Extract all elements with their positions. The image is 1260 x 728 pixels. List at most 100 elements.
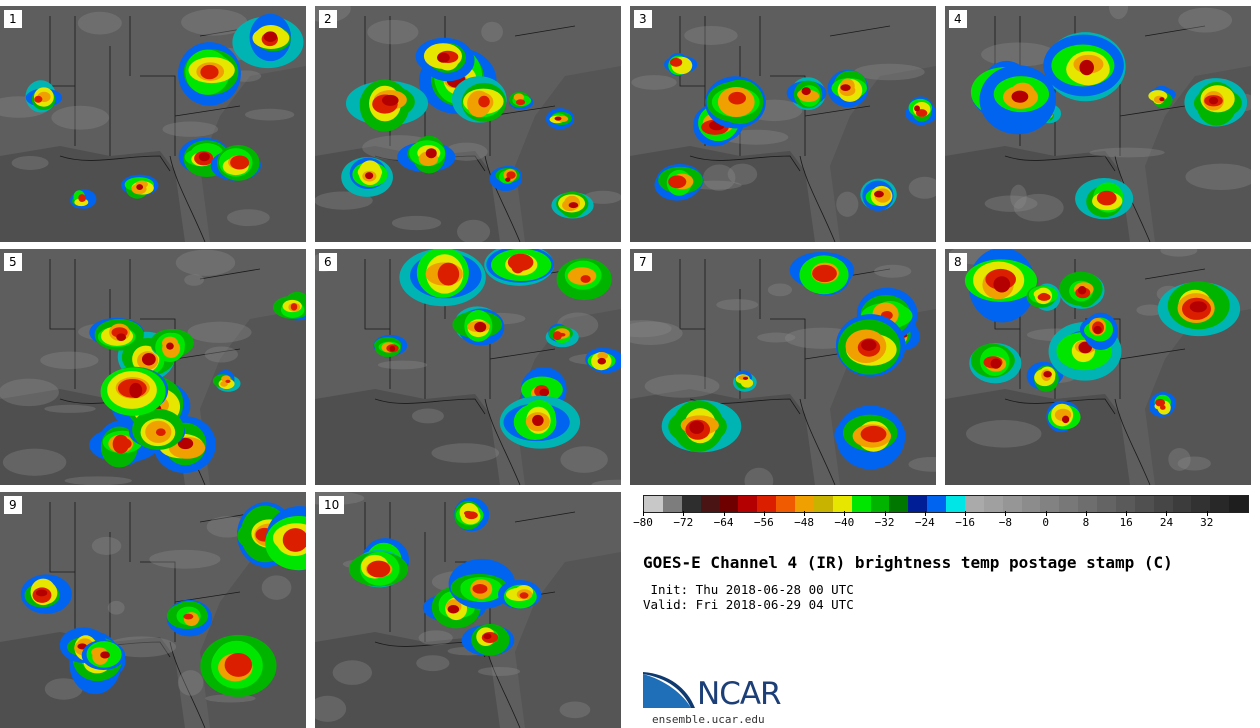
storm-cell — [483, 633, 492, 640]
storm-cell — [228, 658, 249, 673]
storm-cell — [518, 100, 524, 104]
panel-4: 4 — [945, 6, 1251, 242]
colorbar-cell — [964, 496, 984, 512]
storm-cell — [447, 605, 460, 614]
storm-cell — [472, 583, 488, 594]
boundary-line — [1144, 268, 1206, 280]
boundary-line — [49, 502, 75, 573]
storm-cell — [220, 381, 228, 387]
boundary-line — [799, 155, 836, 242]
panel-number: 8 — [949, 253, 967, 271]
boundary-line — [484, 398, 521, 485]
valid-time: Valid: Fri 2018-06-29 04 UTC — [643, 597, 854, 612]
colorbar-tick — [683, 511, 685, 516]
ir-map — [0, 492, 306, 728]
logo-wordmark: NCAR — [697, 676, 782, 712]
storm-cell — [554, 116, 562, 121]
storm-cell — [580, 275, 591, 283]
colorbar-tick — [884, 511, 886, 516]
storm-cell — [993, 276, 1011, 293]
colorbar-tick — [1206, 511, 1208, 516]
boundary-line — [174, 105, 241, 117]
boundary-line — [364, 259, 390, 330]
colorbar-cell — [1115, 496, 1135, 512]
colorbar-cell — [908, 496, 928, 512]
colorbar-cell — [1040, 496, 1060, 512]
storm-cell — [373, 563, 386, 573]
colorbar-cell — [1153, 496, 1173, 512]
panel-number: 10 — [319, 496, 345, 514]
panel-number: 1 — [4, 10, 22, 28]
storm-cell — [990, 358, 1002, 369]
colorbar-cell — [946, 496, 965, 512]
colorbar-tick-label: −40 — [834, 516, 855, 529]
colorbar-cell — [719, 496, 739, 512]
storm-cell — [382, 94, 399, 106]
boundary-line — [689, 155, 801, 172]
colorbar-tick-label: −56 — [753, 516, 774, 529]
storm-cell — [463, 510, 473, 516]
storm-cell — [818, 267, 831, 278]
storm-cell — [505, 177, 511, 182]
colorbar-cell — [738, 496, 758, 512]
storm-cell — [1011, 90, 1029, 103]
storm-cell — [437, 52, 450, 63]
colorbar-tick-label: 16 — [1119, 516, 1133, 529]
colorbar-cell — [1191, 496, 1211, 512]
colorbar-cell — [1229, 496, 1248, 512]
storm-cell — [141, 353, 156, 366]
storm-cell — [1039, 292, 1049, 299]
colorbar-cell — [813, 496, 833, 512]
boundary-line — [1119, 105, 1186, 117]
storm-cell — [863, 429, 879, 442]
colorbar-tick — [804, 511, 806, 516]
storm-cell — [80, 196, 86, 202]
colorbar-tick — [1166, 511, 1168, 516]
storm-cell — [166, 342, 174, 350]
storm-cell — [1093, 325, 1102, 334]
storm-cell — [155, 428, 166, 437]
boundary-line — [169, 155, 206, 242]
colorbar-cell — [927, 496, 946, 512]
storm-cell — [672, 60, 681, 67]
colorbar-cell — [1172, 496, 1192, 512]
storm-cell — [511, 260, 525, 274]
colorbar-ticks: −80 −72 −64 −56 −48 −40 −32 −24 −16 −8 0 8 16 24 32 — [633, 511, 1247, 531]
logo-url: ensemble.ucar.edu — [652, 713, 765, 726]
colorbar-cell — [1078, 496, 1097, 512]
colorbar-tick-label: −64 — [713, 516, 734, 529]
storm-cell — [1159, 404, 1166, 410]
colorbar-cell — [1021, 496, 1041, 512]
panel-10: 10 — [315, 492, 621, 728]
storm-cell — [558, 332, 566, 337]
panel-number: 3 — [634, 10, 652, 28]
storm-cell — [1061, 415, 1070, 424]
storm-cell — [425, 148, 437, 159]
storm-cell — [840, 84, 851, 92]
storm-cell — [1079, 59, 1094, 76]
colorbar-cell — [1002, 496, 1022, 512]
panel-7: 7 — [630, 249, 936, 485]
figure-title: GOES-E Channel 4 (IR) brightness temp po… — [643, 553, 1173, 572]
colorbar-tick-label: 8 — [1082, 516, 1090, 529]
storm-cell — [597, 357, 607, 365]
storm-cell — [474, 321, 487, 333]
colorbar-tick — [763, 511, 765, 516]
storm-cell — [118, 438, 132, 449]
colorbar-cell — [1134, 496, 1154, 512]
storm-cell — [513, 93, 525, 102]
boundary-line — [484, 155, 521, 242]
storm-cell — [597, 352, 609, 360]
colorbar-tick — [844, 511, 846, 516]
panel-6: 6 — [315, 249, 621, 485]
colorbar-cell — [795, 496, 814, 512]
storm-cell — [225, 379, 231, 384]
colorbar-tick — [1126, 511, 1128, 516]
storm-cell — [728, 91, 746, 105]
boundary-line — [140, 318, 176, 399]
colorbar-tick-label: −48 — [794, 516, 814, 529]
colorbar-tick — [924, 511, 926, 516]
boundary-line — [374, 398, 486, 415]
storm-cell — [100, 651, 110, 659]
init-time: Init: Thu 2018-06-28 00 UTC — [643, 582, 854, 597]
